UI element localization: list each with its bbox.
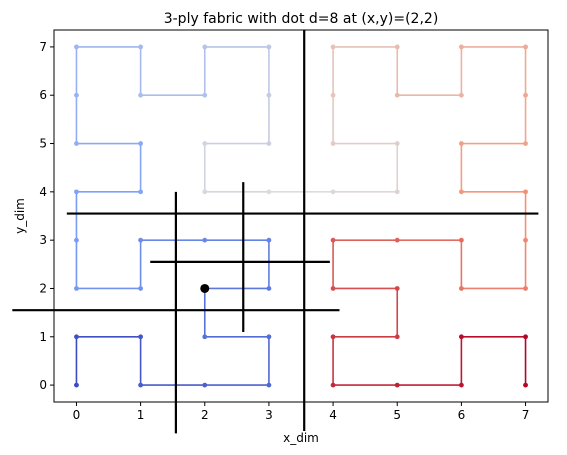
fabric-point [74, 382, 79, 388]
fabric-point [202, 237, 208, 243]
fabric-point [523, 286, 528, 291]
fabric-point [138, 382, 144, 388]
fabric-point [138, 92, 144, 98]
fabric-point [74, 286, 79, 291]
fabric-point [202, 334, 208, 340]
fabric-point [523, 92, 528, 98]
fabric-point [138, 189, 144, 195]
fabric-point [330, 92, 336, 98]
fabric-point [138, 141, 144, 146]
y-tick-label: 2 [39, 281, 47, 295]
fabric-point [74, 237, 79, 243]
y-tick-label: 4 [39, 185, 47, 199]
fabric-point [394, 286, 400, 291]
fabric-point [138, 334, 144, 340]
fabric-point [394, 92, 400, 98]
x-axis-label: x_dim [283, 431, 319, 445]
y-tick-label: 1 [39, 330, 47, 344]
fabric-point [74, 92, 79, 98]
fabric-point [138, 237, 144, 243]
fabric-point [266, 189, 272, 195]
fabric-point [458, 334, 464, 340]
y-tick-label: 5 [39, 137, 47, 151]
fabric-point [202, 92, 208, 98]
chart-title: 3-ply fabric with dot d=8 at (x,y)=(2,2) [164, 11, 439, 27]
fabric-point [138, 286, 144, 291]
fabric-point [266, 334, 272, 340]
fabric-point [266, 92, 272, 98]
fabric-point [523, 334, 528, 340]
x-tick-label: 7 [522, 408, 530, 422]
fabric-point [523, 189, 528, 195]
fabric-point [394, 44, 400, 50]
fabric-point [266, 141, 272, 146]
fabric-point [458, 382, 464, 388]
fabric-point [330, 286, 336, 291]
fabric-point [74, 189, 79, 195]
fabric-point [394, 237, 400, 243]
fabric-point [202, 141, 208, 146]
fabric-point [330, 44, 336, 50]
fabric-point [202, 382, 208, 388]
y-tick-label: 3 [39, 233, 47, 247]
plot-frame [53, 29, 549, 403]
fabric-point [330, 237, 336, 243]
fabric-point [458, 286, 464, 291]
y-tick-label: 0 [39, 378, 47, 392]
fabric-point [458, 141, 464, 146]
dot-marker [200, 283, 210, 293]
fabric-point [266, 382, 272, 388]
fabric-point [458, 237, 464, 243]
plot-content [12, 30, 539, 434]
fabric-point [266, 44, 272, 50]
fabric-point [138, 44, 144, 50]
fabric-point [458, 44, 464, 50]
x-tick-label: 0 [73, 408, 81, 422]
y-ticks: 0 1 2 3 4 5 6 7 [39, 40, 54, 392]
x-tick-label: 2 [201, 408, 209, 422]
fabric-point [394, 141, 400, 146]
fabric-point [523, 44, 528, 50]
fabric-point [458, 189, 464, 195]
fabric-point [74, 44, 79, 50]
fabric-point [523, 237, 528, 243]
fabric-point [202, 189, 208, 195]
fabric-point [394, 334, 400, 340]
x-tick-label: 3 [265, 408, 273, 422]
fabric-point [330, 141, 336, 146]
fabric-point [458, 92, 464, 98]
x-tick-label: 1 [137, 408, 145, 422]
y-tick-label: 7 [39, 40, 47, 54]
x-tick-label: 5 [393, 408, 401, 422]
fabric-point [266, 286, 272, 291]
y-tick-label: 6 [39, 88, 47, 102]
fabric-point [523, 141, 528, 146]
fabric-point [74, 334, 79, 340]
fabric-point [523, 382, 528, 388]
fabric-point [394, 382, 400, 388]
fabric-point [74, 141, 79, 146]
fabric-point [202, 44, 208, 50]
x-tick-label: 6 [458, 408, 466, 422]
fabric-point [266, 237, 272, 243]
y-axis-label: y_dim [13, 198, 27, 234]
x-tick-label: 4 [329, 408, 337, 422]
fabric-point [394, 189, 400, 195]
fabric-point [330, 189, 336, 195]
fabric-point [330, 382, 336, 388]
x-ticks: 0 1 2 3 4 5 6 7 [73, 402, 530, 422]
fabric-point [330, 334, 336, 340]
